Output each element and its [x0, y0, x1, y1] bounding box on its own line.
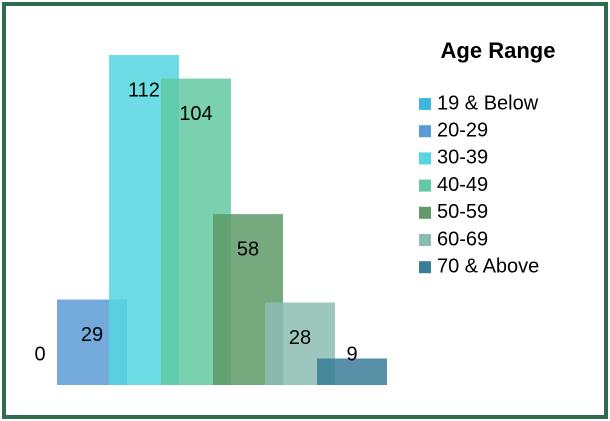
data-label: 112: [128, 79, 160, 101]
legend-swatch: [419, 206, 431, 219]
legend-title: Age Range: [441, 38, 556, 63]
legend-label: 70 & Above: [437, 255, 539, 277]
legend-swatch: [419, 125, 431, 138]
legend-swatch: [419, 261, 431, 274]
bar: [317, 358, 387, 385]
legend-swatch: [419, 234, 431, 246]
legend-label: 40-49: [437, 174, 488, 196]
legend-swatch: [419, 152, 431, 165]
data-label: 29: [81, 324, 103, 346]
legend-swatch: [419, 98, 431, 110]
data-label: 104: [179, 103, 212, 125]
data-label: 0: [34, 343, 45, 365]
legend-swatch: [419, 179, 431, 192]
legend-label: 20-29: [437, 119, 488, 141]
data-label: 28: [289, 327, 311, 349]
legend-label: 60-69: [437, 228, 488, 250]
legend-label: 19 & Below: [437, 92, 539, 114]
legend-label: 50-59: [437, 201, 488, 223]
data-label: 58: [237, 238, 259, 260]
legend-label: 30-39: [437, 147, 488, 169]
data-label: 9: [346, 343, 357, 365]
